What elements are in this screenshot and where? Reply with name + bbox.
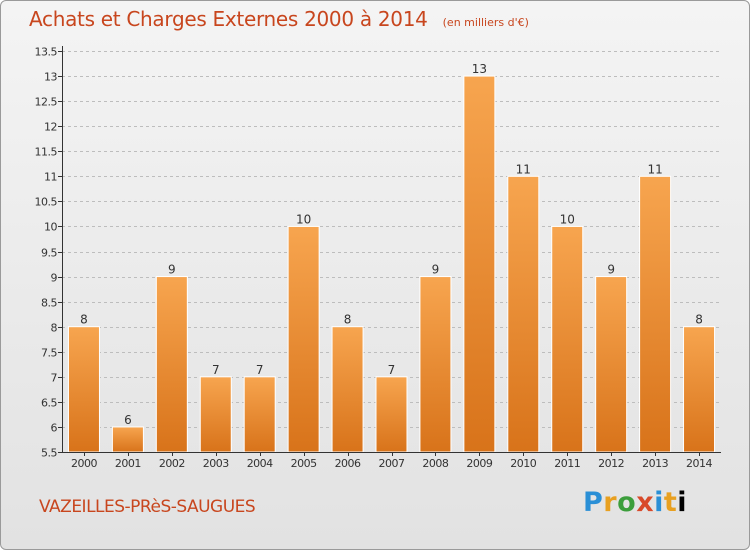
bar-value-label: 11	[516, 162, 531, 176]
bars	[67, 75, 716, 453]
bar	[463, 75, 496, 453]
y-tick-label: 13.5	[35, 46, 58, 59]
x-tick-label: 2001	[115, 457, 141, 470]
y-axis-ticks: 5.5 6 6.5 7 7.5 8 8.5 9 9.5 10 10.5 11 11.5 12 12.5 13 1…	[35, 46, 62, 460]
bar	[331, 326, 364, 453]
bar	[551, 225, 584, 453]
y-tick-label: 11	[44, 171, 57, 184]
x-tick-label: 2013	[642, 457, 668, 470]
bar	[199, 376, 232, 453]
x-tick-label: 2014	[686, 457, 712, 470]
bar	[595, 276, 628, 453]
bar-value-label: 10	[560, 212, 575, 226]
bar-value-label: 7	[212, 363, 220, 377]
bar	[639, 175, 672, 453]
bar	[375, 376, 408, 453]
bar	[683, 326, 716, 453]
bar-value-label: 8	[80, 313, 88, 327]
x-tick-label: 2004	[247, 457, 273, 470]
y-tick-label: 6.5	[41, 397, 57, 410]
x-tick-label: 2011	[554, 457, 580, 470]
title-text: Achats et Charges Externes 2000 à 2014	[29, 7, 428, 31]
bar	[287, 225, 320, 453]
bar	[67, 326, 100, 453]
unit-label: (en milliers d'€)	[442, 16, 529, 29]
x-tick-label: 2003	[203, 457, 229, 470]
bar	[111, 426, 144, 453]
x-axis-ticks: 2000 2001 2002 2003 2004 2005 2006 2007 2008 2009…	[71, 452, 713, 470]
bar-value-label: 8	[344, 313, 352, 327]
y-tick-label: 13	[44, 71, 57, 84]
bar-value-label: 9	[432, 263, 440, 277]
x-tick-label: 2002	[159, 457, 185, 470]
bar-value-label: 9	[168, 263, 176, 277]
y-tick-label: 11.5	[35, 146, 58, 159]
x-tick-label: 2007	[379, 457, 405, 470]
x-tick-label: 2012	[598, 457, 624, 470]
data-labels: 8 6 9 7 7 10 8 7 9 13 11 10 9 11 8	[80, 62, 703, 427]
x-tick-label: 2005	[291, 457, 317, 470]
axes	[62, 46, 721, 453]
bar-value-label: 11	[647, 162, 662, 176]
x-tick-label: 2010	[510, 457, 536, 470]
bar	[419, 276, 452, 453]
y-tick-label: 7.5	[41, 347, 57, 360]
bar-value-label: 8	[695, 313, 703, 327]
bar-value-label: 7	[388, 363, 396, 377]
y-tick-label: 10	[44, 221, 57, 234]
y-tick-label: 9	[51, 272, 58, 285]
bar	[155, 276, 188, 453]
y-tick-label: 5.5	[41, 447, 57, 460]
y-tick-label: 8	[51, 322, 58, 335]
x-tick-label: 2008	[422, 457, 448, 470]
bar-value-label: 9	[607, 263, 615, 277]
bar-value-label: 13	[472, 62, 487, 76]
bar-value-label: 6	[124, 413, 132, 427]
y-tick-label: 7	[51, 372, 58, 385]
bar	[243, 376, 276, 453]
y-tick-label: 6	[51, 422, 58, 435]
bar-value-label: 10	[296, 212, 311, 226]
y-tick-label: 9.5	[41, 247, 57, 260]
x-tick-label: 2009	[466, 457, 492, 470]
proxiti-logo: Proxiti	[583, 487, 688, 518]
bar	[507, 175, 540, 453]
commune-name: VAZEILLES-PRèS-SAUGUES	[39, 497, 256, 517]
bar-value-label: 7	[256, 363, 264, 377]
x-tick-label: 2000	[71, 457, 97, 470]
y-tick-label: 12	[44, 121, 57, 134]
x-tick-label: 2006	[335, 457, 361, 470]
y-tick-label: 8.5	[41, 297, 57, 310]
chart-title: Achats et Charges Externes 2000 à 2014 (…	[29, 7, 529, 31]
y-tick-label: 12.5	[35, 96, 58, 109]
y-tick-label: 10.5	[35, 196, 58, 209]
